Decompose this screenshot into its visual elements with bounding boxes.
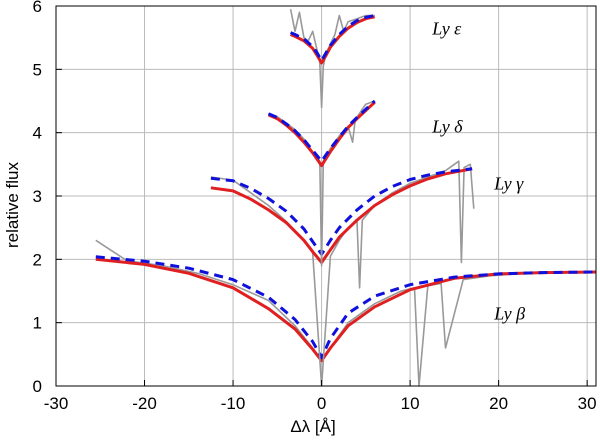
- x-tick-label: 0: [317, 394, 326, 413]
- y-tick-label: 6: [33, 0, 42, 16]
- series-label-ly-δ: Ly δ: [431, 117, 463, 137]
- series-label-ly-ε: Ly ε: [431, 19, 462, 39]
- model-fit-dashed-ly-β: [95, 255, 597, 359]
- series-layer: [95, 9, 597, 387]
- x-tick-label: -30: [44, 394, 69, 413]
- x-tick-label: -20: [132, 394, 157, 413]
- model-fit-solid-ly-β: [95, 257, 597, 363]
- model-fit-dashed-ly-γ: [210, 167, 473, 256]
- y-tick-label: 5: [33, 60, 42, 79]
- model-fit-dashed-ly-δ: [267, 99, 376, 163]
- plot-frame: [55, 5, 597, 387]
- x-tick-label: 20: [489, 394, 508, 413]
- y-tick-label: 3: [33, 187, 42, 206]
- series-label-ly-β: Ly β: [493, 304, 525, 324]
- model-fit-solid-ly-γ: [210, 167, 473, 264]
- observed-spectrum-ly-ε: [289, 9, 375, 109]
- y-tick-label: 0: [33, 377, 42, 396]
- axes: -30 -20 -10 0 10 20 30 0 1 2 3 4 5 6: [33, 0, 597, 413]
- y-tick-label: 2: [33, 250, 42, 269]
- model-fit-dashed-ly-ε: [290, 14, 376, 62]
- y-tick-label: 1: [33, 314, 42, 333]
- x-tick-label: 30: [578, 394, 597, 413]
- labels: Ly β Ly γ Ly δ Ly ε: [431, 19, 525, 324]
- y-tick-label: 4: [33, 124, 42, 143]
- x-axis-label: Δλ [Å]: [290, 417, 335, 436]
- y-axis-label: relative flux: [3, 162, 22, 248]
- x-tick-label: -10: [221, 394, 246, 413]
- series-label-ly-γ: Ly γ: [493, 174, 524, 194]
- x-tick-label: 10: [401, 394, 420, 413]
